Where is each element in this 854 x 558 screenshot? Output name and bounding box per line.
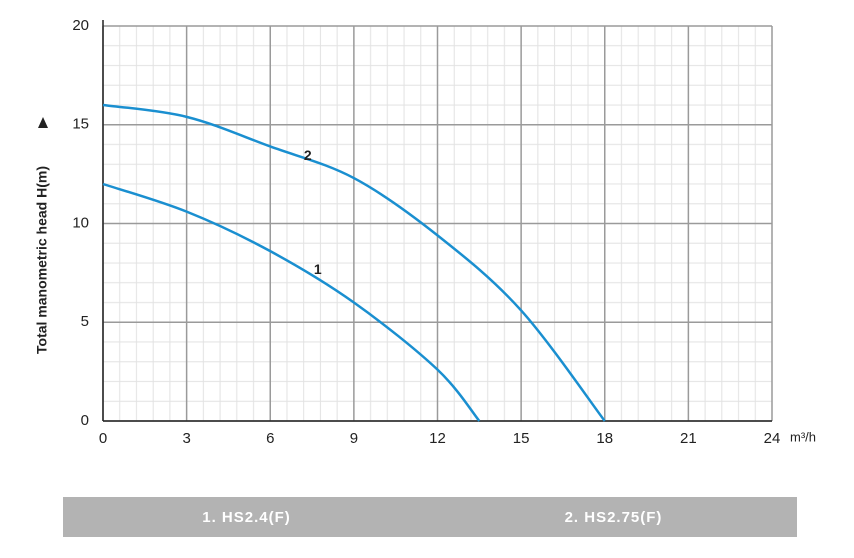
y-tick-label: 20 [72, 17, 89, 34]
x-tick-label: 12 [429, 430, 446, 447]
x-tick-label: 15 [513, 430, 530, 447]
legend-entry: 2. HS2.75(F) [565, 509, 663, 526]
x-tick-label: 6 [266, 430, 274, 447]
curve-label: 1 [314, 261, 322, 277]
y-tick-label: 15 [72, 116, 89, 133]
x-tick-label: 24 [764, 430, 781, 447]
x-tick-label: 0 [99, 430, 107, 447]
x-axis-label: m³/h [790, 429, 816, 444]
x-tick-label: 21 [680, 430, 697, 447]
y-tick-label: 10 [72, 214, 89, 231]
curve-label: 2 [304, 147, 312, 163]
x-tick-label: 3 [182, 430, 190, 447]
curve [102, 103, 606, 422]
y-tick-label: 5 [81, 313, 89, 330]
y-axis-label: Total manometric head H(m) [34, 166, 50, 354]
curve [102, 182, 481, 422]
legend [63, 497, 797, 537]
legend-entry: 1. HS2.4(F) [202, 509, 291, 526]
x-tick-label: 18 [596, 430, 613, 447]
y-tick-label: 0 [81, 412, 89, 429]
x-tick-label: 9 [350, 430, 358, 447]
y-arrow [38, 117, 48, 128]
